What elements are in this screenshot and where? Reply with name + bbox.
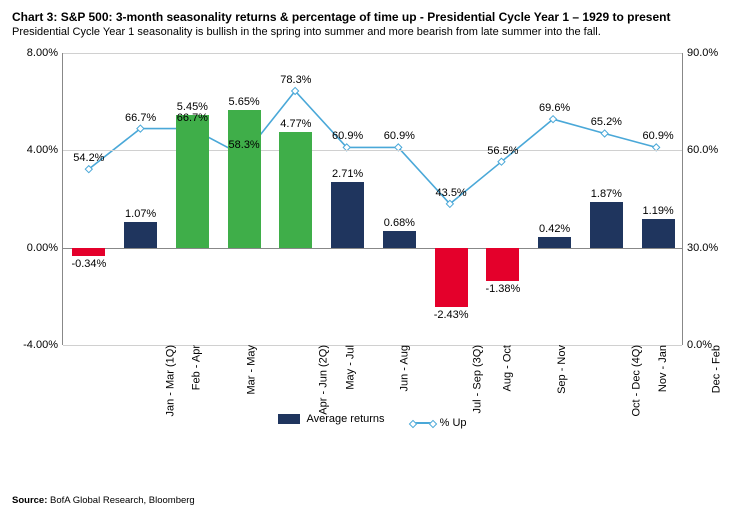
y-tick-left: 4.00% — [12, 144, 58, 156]
chart-title-text: S&P 500: 3-month seasonality returns & p… — [61, 10, 671, 24]
bar-value-label: -0.34% — [71, 258, 106, 270]
bar-value-label: 1.07% — [125, 208, 156, 220]
bar-value-label: -2.43% — [434, 309, 469, 321]
x-category-label: Jul - Sep (3Q) — [472, 345, 484, 413]
bar-value-label: 1.87% — [591, 188, 622, 200]
bar — [590, 202, 623, 248]
x-category-label: Dec - Feb — [710, 345, 722, 393]
bar-slot: 4.77% — [270, 53, 322, 345]
bar-slot: 5.65% — [218, 53, 270, 345]
source-text: BofA Global Research, Bloomberg — [50, 495, 195, 506]
bar-slot: 1.87% — [581, 53, 633, 345]
chart-page: { "header": { "chart_label": "Chart 3:",… — [0, 0, 745, 510]
y-tick-right: 30.0% — [687, 242, 733, 254]
x-category-label: Jun - Aug — [398, 345, 410, 391]
bar-slot: 2.71% — [322, 53, 374, 345]
pct-up-label: 78.3% — [280, 74, 311, 86]
bar — [72, 248, 105, 256]
pct-up-label: 56.5% — [487, 145, 518, 157]
bar — [486, 248, 519, 282]
legend-bars-label: Average returns — [306, 413, 384, 425]
x-category-label: Jan - Mar (1Q) — [164, 345, 176, 417]
y-tick-left: 0.00% — [12, 242, 58, 254]
bar-value-label: 2.71% — [332, 168, 363, 180]
x-category-label: Oct - Dec (4Q) — [630, 345, 642, 417]
y-tick-left: 8.00% — [12, 47, 58, 59]
x-category-label: Feb - Apr — [190, 345, 202, 390]
legend-line-swatch — [412, 422, 434, 424]
legend: Average returns % Up — [12, 413, 733, 429]
bar — [435, 248, 468, 307]
bar — [383, 231, 416, 248]
y-tick-right: 90.0% — [687, 47, 733, 59]
x-category-label: Mar - May — [246, 345, 258, 395]
pct-up-label: 66.7% — [177, 112, 208, 124]
chart-title: Chart 3: S&P 500: 3-month seasonality re… — [12, 10, 733, 25]
pct-up-label: 65.2% — [591, 117, 622, 129]
bar-slot: 5.45% — [167, 53, 219, 345]
legend-line-label: % Up — [440, 417, 467, 429]
bar — [538, 237, 571, 247]
x-category-label: Aug - Oct — [502, 345, 514, 391]
source-label: Source: — [12, 495, 47, 506]
bar-value-label: 4.77% — [280, 118, 311, 130]
bar — [228, 110, 261, 247]
pct-up-label: 54.2% — [73, 152, 104, 164]
bar — [176, 115, 209, 248]
chart-number: Chart 3: — [12, 10, 57, 24]
pct-up-label: 66.7% — [125, 112, 156, 124]
bar — [642, 219, 675, 248]
pct-up-label: 60.9% — [643, 131, 674, 143]
pct-up-label: 43.5% — [436, 187, 467, 199]
chart-area: -0.34% 1.07% 5.45% 5.65% 4.77% 2.71% 0.68% -2.4… — [12, 43, 733, 423]
pct-up-label: 69.6% — [539, 102, 570, 114]
x-category-label: Nov - Jan — [657, 345, 669, 392]
y-tick-left: -4.00% — [12, 339, 58, 351]
bar-slot: -0.34% — [63, 53, 115, 345]
x-category-label: Sep - Nov — [556, 345, 568, 394]
bar-slot: 0.42% — [529, 53, 581, 345]
bar — [279, 132, 312, 248]
y-tick-right: 0.0% — [687, 339, 733, 351]
pct-up-label: 60.9% — [384, 131, 415, 143]
plot-area: -0.34% 1.07% 5.45% 5.65% 4.77% 2.71% 0.68% -2.4… — [62, 53, 683, 345]
bar-value-label: 1.19% — [643, 205, 674, 217]
x-axis: Jan - Mar (1Q) Feb - Apr Mar - May Apr - Ju… — [62, 345, 683, 423]
bar-slot: -1.38% — [477, 53, 529, 345]
bar-slot: 1.07% — [115, 53, 167, 345]
bar-value-label: -1.38% — [485, 283, 520, 295]
y-tick-right: 60.0% — [687, 144, 733, 156]
bar-slot: 0.68% — [374, 53, 426, 345]
pct-up-label: 58.3% — [229, 139, 260, 151]
bar-value-label: 0.68% — [384, 217, 415, 229]
legend-line: % Up — [412, 417, 467, 429]
x-category-label: May - Jul — [345, 345, 357, 390]
bar-value-label: 5.65% — [229, 96, 260, 108]
pct-up-label: 60.9% — [332, 131, 363, 143]
bar — [331, 182, 364, 248]
source-line: Source: BofA Global Research, Bloomberg — [12, 495, 195, 506]
legend-bar-swatch — [278, 414, 300, 424]
bar-value-label: 0.42% — [539, 223, 570, 235]
legend-bars: Average returns — [278, 413, 384, 425]
bar — [124, 222, 157, 248]
x-category-label: Apr - Jun (2Q) — [318, 345, 330, 415]
chart-subtitle: Presidential Cycle Year 1 seasonality is… — [12, 25, 733, 39]
bar-slot: 1.19% — [632, 53, 684, 345]
